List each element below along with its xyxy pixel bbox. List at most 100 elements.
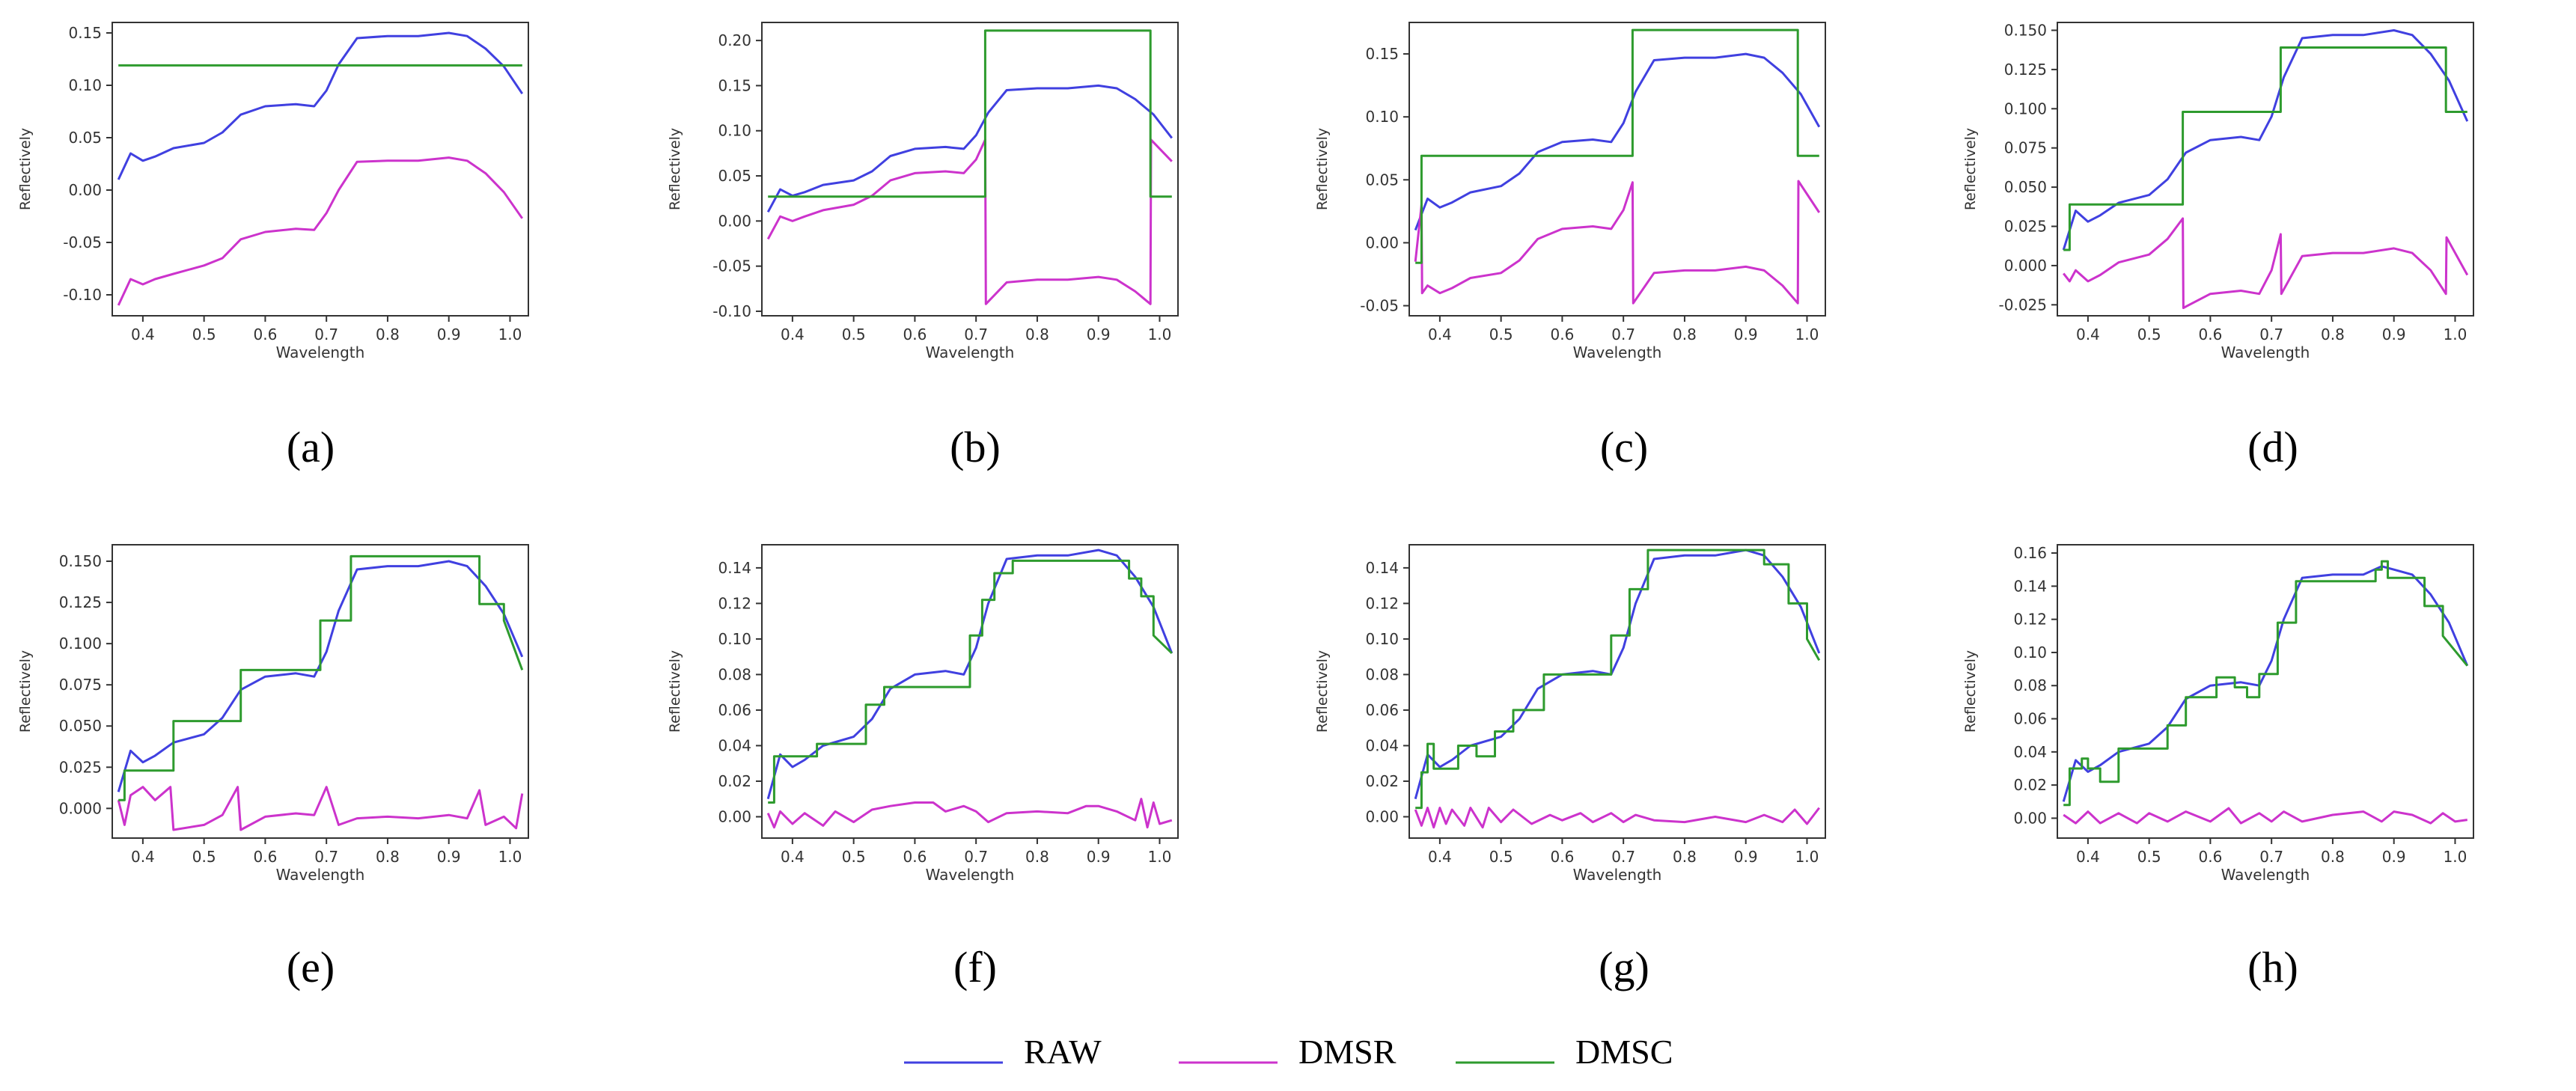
- y-tick-label: 0.10: [1365, 108, 1399, 126]
- y-tick-label: 0.00: [1365, 233, 1399, 251]
- series-dmsr-line: [117, 156, 524, 306]
- y-tick-label: -0.10: [63, 286, 102, 304]
- panel-label-g: (g): [1599, 943, 1649, 991]
- x-tick-label: 0.7: [964, 848, 988, 866]
- x-tick-label: 1.0: [498, 326, 522, 343]
- x-tick-label: 0.6: [2199, 326, 2223, 343]
- x-tick-label: 0.8: [1673, 326, 1697, 343]
- x-tick-label: 0.7: [1611, 326, 1635, 343]
- x-tick-label: 0.6: [903, 326, 927, 343]
- x-tick-label: 0.8: [376, 326, 400, 343]
- series-raw-line: [2062, 565, 2469, 802]
- x-tick-label: 0.4: [131, 326, 155, 343]
- x-tick-label: 0.6: [1551, 326, 1575, 343]
- x-tick-label: 0.4: [1428, 326, 1452, 343]
- series-dmsc-line: [118, 554, 524, 801]
- y-tick-label: 0.10: [1365, 630, 1399, 648]
- y-tick-label: 0.06: [718, 701, 751, 719]
- y-tick-label: 0.00: [1365, 807, 1399, 825]
- y-axis-label: Reflectively: [667, 128, 683, 210]
- panel-g: 0.4 0.5 0.6 0.7 0.8 0.9 1.0 0.00 0.02 0.04 0.06 0.0…: [1314, 544, 1826, 991]
- x-tick-label: 0.6: [254, 326, 278, 343]
- legend-raw-label: RAW: [1024, 1033, 1102, 1071]
- y-tick-label: 0.05: [1365, 171, 1399, 189]
- y-axis-label: Reflectively: [1314, 650, 1331, 733]
- y-axis-label: Reflectively: [1314, 128, 1331, 210]
- panel-label-a: (a): [287, 423, 335, 471]
- x-tick-label: 0.5: [842, 848, 866, 866]
- legend-dmsr-label: DMSR: [1298, 1033, 1397, 1071]
- y-tick-label: 0.10: [2013, 644, 2047, 661]
- y-tick-label: 0.08: [1365, 665, 1399, 683]
- series-dmsr-line: [2063, 807, 2468, 825]
- y-tick-label: 0.10: [68, 76, 102, 94]
- x-tick-label: 0.4: [781, 326, 805, 343]
- x-tick-label: 0.4: [1428, 848, 1452, 866]
- y-tick-label: 0.12: [718, 594, 751, 612]
- x-tick-label: 0.9: [1734, 326, 1758, 343]
- x-tick-label: 0.7: [314, 326, 338, 343]
- series-group: [117, 31, 524, 306]
- x-tick-label: 1.0: [2444, 326, 2467, 343]
- plot-frame: [2057, 544, 2474, 839]
- y-axis-label: Reflectively: [17, 128, 34, 210]
- y-tick-label: 0.06: [2013, 710, 2047, 728]
- y-tick-label: 0.10: [718, 122, 751, 140]
- x-axis-label: Wavelength: [276, 343, 365, 361]
- plot-frame: [1408, 544, 1826, 839]
- x-tick-label: 0.9: [2382, 848, 2406, 866]
- x-tick-label: 0.7: [1611, 848, 1635, 866]
- y-tick-label: 0.125: [2004, 61, 2047, 79]
- y-tick-label: 0.05: [718, 167, 751, 185]
- x-tick-label: 0.9: [1087, 326, 1111, 343]
- x-tick-label: 0.6: [903, 848, 927, 866]
- series-dmsc-line: [768, 29, 1172, 198]
- y-tick-label: 0.000: [59, 799, 102, 817]
- series-dmsr-line: [1414, 180, 1821, 305]
- y-tick-label: -0.05: [712, 257, 751, 275]
- y-tick-label: 0.00: [718, 807, 751, 825]
- y-tick-label: 0.025: [2004, 218, 2047, 236]
- y-axis-label: Reflectively: [17, 650, 34, 733]
- y-tick-label: -0.05: [63, 233, 102, 251]
- series-dmsr-line: [2063, 217, 2469, 309]
- series-dmsr-line: [766, 798, 1173, 829]
- x-tick-label: 0.8: [1673, 848, 1697, 866]
- y-tick-label: 0.100: [2004, 100, 2047, 117]
- series-group: [1414, 548, 1821, 829]
- series-group: [766, 548, 1173, 829]
- panel-f: 0.4 0.5 0.6 0.7 0.8 0.9 1.0 0.00 0.02 0.04 0.06 0.0…: [667, 544, 1179, 991]
- x-axis-label: Wavelength: [2221, 343, 2310, 361]
- y-tick-label: -0.025: [1999, 296, 2047, 314]
- panel-e: 0.4 0.5 0.6 0.7 0.8 0.9 1.0 0.000 0.025 0.050 0.07…: [17, 544, 529, 991]
- y-tick-label: -0.10: [712, 302, 751, 320]
- y-tick-label: 0.08: [718, 665, 751, 683]
- x-tick-label: 1.0: [1795, 848, 1819, 866]
- x-tick-label: 0.7: [2259, 848, 2283, 866]
- legend: RAW DMSR DMSC: [904, 1033, 1673, 1071]
- series-raw-line: [766, 548, 1173, 800]
- series-raw-line: [117, 31, 524, 180]
- x-tick-label: 1.0: [1148, 848, 1172, 866]
- series-raw-line: [1414, 52, 1821, 231]
- x-tick-label: 0.5: [192, 848, 216, 866]
- series-dmsc-line: [2063, 560, 2468, 807]
- y-tick-label: 0.02: [1365, 772, 1399, 790]
- series-dmsc-line: [768, 559, 1173, 804]
- y-tick-label: 0.20: [718, 31, 751, 49]
- y-tick-label: 0.14: [1365, 559, 1399, 577]
- x-tick-label: 0.4: [2076, 326, 2100, 343]
- x-tick-label: 0.5: [1489, 326, 1513, 343]
- x-tick-label: 0.9: [437, 326, 461, 343]
- y-tick-label: 0.16: [2013, 544, 2047, 562]
- y-tick-label: 0.125: [59, 593, 102, 611]
- y-tick-label: 0.08: [2013, 676, 2047, 694]
- panel-label-b: (b): [950, 423, 1001, 471]
- x-tick-label: 0.9: [2382, 326, 2406, 343]
- x-tick-label: 0.6: [2199, 848, 2223, 866]
- x-axis-label: Wavelength: [926, 343, 1015, 361]
- series-dmsr-line: [1414, 807, 1820, 829]
- series-dmsc-line: [1415, 548, 1821, 810]
- x-tick-label: 1.0: [1795, 326, 1819, 343]
